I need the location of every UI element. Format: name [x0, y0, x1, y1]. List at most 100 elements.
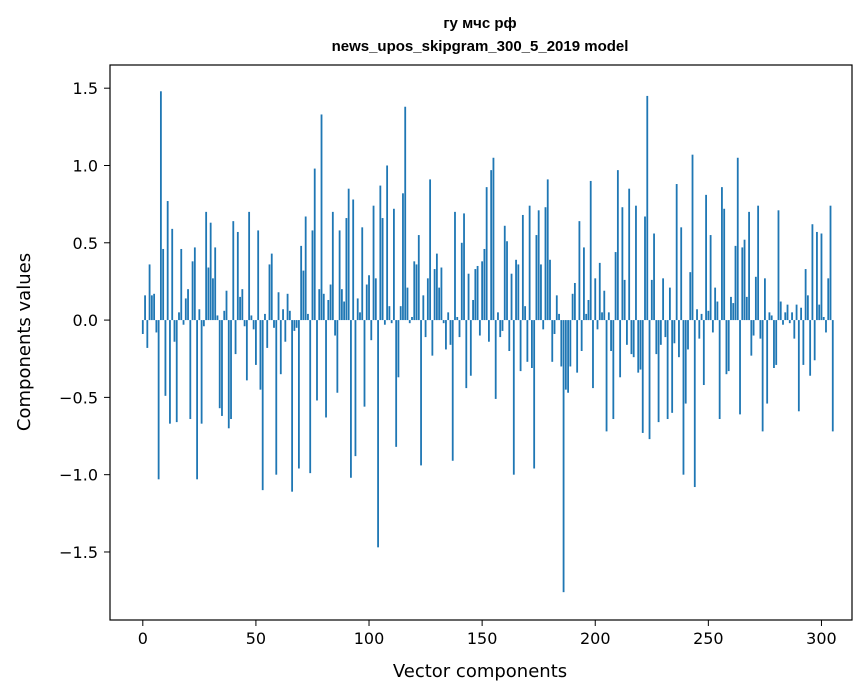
bar [327, 299, 330, 321]
bar [465, 320, 468, 389]
plot-frame [109, 64, 853, 621]
bar [580, 320, 583, 351]
bar [639, 320, 642, 370]
bar [779, 301, 782, 321]
bar [173, 320, 176, 342]
bars-group [141, 91, 834, 593]
bar [435, 253, 438, 321]
y-tick-label: 0.5 [73, 234, 98, 253]
bar [282, 309, 284, 321]
bar [257, 230, 260, 321]
bar [544, 207, 547, 321]
y-tick-label: −1.0 [59, 466, 98, 485]
bar [187, 289, 189, 321]
bar [275, 320, 278, 475]
bar [363, 320, 366, 407]
bar [797, 320, 800, 412]
bar [700, 313, 703, 321]
bar [241, 289, 244, 321]
bar [811, 224, 814, 321]
bar [415, 264, 418, 321]
bar [723, 208, 726, 321]
bar [372, 205, 375, 321]
bar [458, 320, 461, 338]
bar [589, 180, 592, 321]
bar [671, 320, 674, 413]
bar [754, 276, 757, 321]
bar [454, 211, 456, 321]
bar [549, 259, 551, 321]
bar [802, 320, 805, 365]
bar [361, 227, 364, 321]
bar [806, 295, 809, 321]
bar [612, 320, 615, 420]
bar [295, 320, 298, 328]
bar [716, 301, 719, 321]
bar [603, 290, 606, 321]
bar [431, 320, 434, 356]
x-tick-label: 0 [138, 629, 148, 648]
bar [196, 320, 198, 480]
bar [829, 205, 832, 321]
bar [816, 231, 818, 321]
bar [336, 320, 339, 393]
bar [279, 320, 282, 375]
bar [288, 310, 291, 321]
bar [383, 320, 386, 325]
bar [569, 320, 572, 367]
bar [374, 278, 377, 321]
bar [245, 320, 248, 381]
bar [252, 320, 255, 330]
bar [535, 235, 538, 321]
bar [209, 222, 212, 321]
bar [417, 235, 420, 321]
bar [562, 320, 565, 593]
bar [234, 320, 237, 355]
bar [551, 320, 554, 362]
bar [648, 320, 651, 440]
bar [381, 218, 384, 321]
bar [293, 320, 296, 331]
bar [169, 320, 171, 424]
bar [205, 211, 208, 321]
bar [476, 265, 479, 321]
bar [734, 245, 737, 321]
bar [621, 207, 624, 321]
bar [739, 320, 741, 415]
bar [377, 320, 379, 548]
bar [485, 187, 488, 321]
bar [350, 320, 352, 478]
bar [157, 320, 160, 480]
bar [757, 205, 760, 321]
bar [707, 310, 710, 321]
bar [813, 320, 816, 361]
bar [266, 320, 269, 348]
bar [689, 272, 692, 321]
x-tick-label: 300 [806, 629, 837, 648]
bar [379, 185, 382, 321]
bar [691, 154, 694, 321]
bar [793, 320, 796, 339]
bar [198, 309, 201, 321]
bar [413, 261, 416, 321]
bar [440, 267, 443, 321]
bar [159, 91, 162, 321]
bar [445, 320, 447, 350]
bar [488, 320, 490, 342]
y-tick-label: 0.0 [73, 311, 98, 330]
bar [770, 315, 773, 321]
bar [155, 320, 158, 333]
bar [182, 320, 185, 325]
bar [567, 320, 569, 393]
bar [302, 270, 305, 321]
bar [709, 235, 712, 321]
bar [804, 269, 807, 321]
bar [261, 320, 264, 491]
bar [730, 296, 732, 321]
bar [386, 165, 389, 321]
bar [528, 205, 531, 321]
bar [555, 295, 558, 321]
bar [510, 273, 513, 321]
